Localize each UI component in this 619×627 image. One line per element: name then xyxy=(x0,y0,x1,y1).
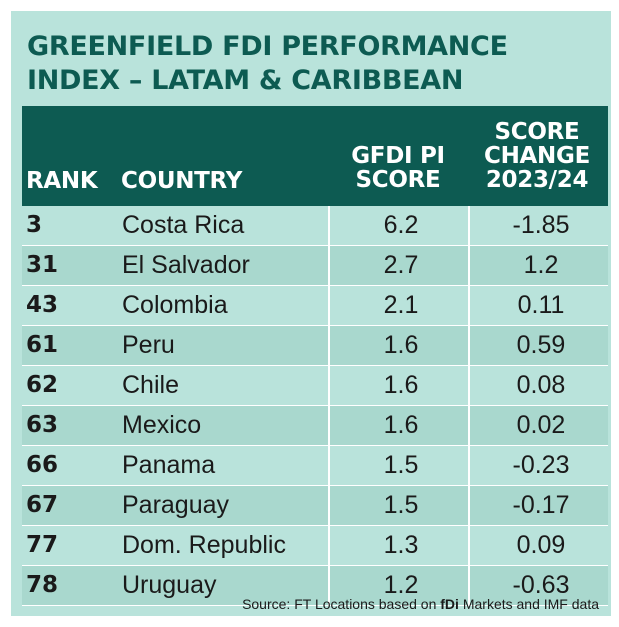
source-brand: fDi xyxy=(440,596,459,612)
country-cell: Costa Rica xyxy=(122,211,245,239)
header-change-line-2: CHANGE xyxy=(484,143,590,169)
rank-cell: 63 xyxy=(26,412,59,438)
source-prefix: Source: FT Locations based on xyxy=(242,596,441,612)
score-cell: 1.6 xyxy=(383,331,419,359)
country-cell: Mexico xyxy=(122,411,202,439)
table-row: 67 Paraguay 1.5 -0.17 xyxy=(22,486,608,526)
header-score: GFDI PI SCORE xyxy=(328,144,468,192)
rank-cell: 66 xyxy=(26,452,59,478)
country-cell: Colombia xyxy=(122,291,228,319)
rank-cell: 67 xyxy=(26,492,59,518)
score-cell: 1.6 xyxy=(383,411,419,439)
column-divider xyxy=(468,206,470,606)
country-cell: Uruguay xyxy=(122,571,217,599)
header-change-line-1: SCORE xyxy=(494,119,580,145)
change-cell: -0.17 xyxy=(512,491,570,519)
score-cell: 1.6 xyxy=(383,371,419,399)
rank-cell: 62 xyxy=(26,372,59,398)
header-score-line-2: SCORE xyxy=(355,167,441,193)
header-country: COUNTRY xyxy=(121,168,243,194)
country-cell: Panama xyxy=(122,451,216,479)
header-score-line-1: GFDI PI xyxy=(351,143,445,169)
table-row: 31 El Salvador 2.7 1.2 xyxy=(22,246,608,286)
score-cell: 6.2 xyxy=(383,211,419,239)
score-cell: 2.7 xyxy=(383,251,419,279)
change-cell: 0.09 xyxy=(516,531,566,559)
chart-title: GREENFIELD FDI PERFORMANCE INDEX – LATAM… xyxy=(27,30,508,98)
chart-title-line-1: GREENFIELD FDI PERFORMANCE xyxy=(27,31,508,62)
change-cell: 0.08 xyxy=(516,371,566,399)
table-row: 3 Costa Rica 6.2 -1.85 xyxy=(22,206,608,246)
country-cell: Dom. Republic xyxy=(122,531,286,559)
country-cell: El Salvador xyxy=(122,251,250,279)
table-row: 66 Panama 1.5 -0.23 xyxy=(22,446,608,486)
rank-cell: 78 xyxy=(26,572,59,598)
rank-cell: 61 xyxy=(26,332,59,358)
table-card: GREENFIELD FDI PERFORMANCE INDEX – LATAM… xyxy=(11,11,611,616)
rank-cell: 3 xyxy=(26,212,43,238)
country-cell: Peru xyxy=(122,331,175,359)
rank-cell: 77 xyxy=(26,532,59,558)
table-row: 63 Mexico 1.6 0.02 xyxy=(22,406,608,446)
change-cell: -1.85 xyxy=(512,211,570,239)
table-body: 3 Costa Rica 6.2 -1.85 31 El Salvador 2.7 1.2 43… xyxy=(22,206,608,606)
change-cell: 0.11 xyxy=(517,291,565,319)
header-change-line-3: 2023/24 xyxy=(485,167,589,193)
score-cell: 2.1 xyxy=(383,291,419,319)
rank-cell: 31 xyxy=(26,252,59,278)
change-cell: 1.2 xyxy=(523,251,559,279)
change-cell: 0.59 xyxy=(516,331,566,359)
chart-title-line-2: INDEX – LATAM & CARIBBEAN xyxy=(27,65,464,96)
source-suffix: Markets and IMF data xyxy=(458,596,599,612)
change-cell: -0.23 xyxy=(512,451,570,479)
column-divider xyxy=(328,206,330,606)
change-cell: -0.63 xyxy=(512,571,570,599)
table-row: 62 Chile 1.6 0.08 xyxy=(22,366,608,406)
score-cell: 1.2 xyxy=(383,571,419,599)
rank-cell: 43 xyxy=(26,292,59,318)
table-row: 43 Colombia 2.1 0.11 xyxy=(22,286,608,326)
country-cell: Chile xyxy=(122,371,179,399)
country-cell: Paraguay xyxy=(122,491,230,519)
score-cell: 1.3 xyxy=(383,531,419,559)
table-header: RANK COUNTRY GFDI PI SCORE SCORE CHANGE … xyxy=(22,106,608,206)
fdi-table: RANK COUNTRY GFDI PI SCORE SCORE CHANGE … xyxy=(22,106,608,606)
change-cell: 0.02 xyxy=(516,411,566,439)
table-row: 61 Peru 1.6 0.59 xyxy=(22,326,608,366)
score-cell: 1.5 xyxy=(383,491,419,519)
header-change: SCORE CHANGE 2023/24 xyxy=(468,120,606,192)
table-row: 77 Dom. Republic 1.3 0.09 xyxy=(22,526,608,566)
source-note: Source: FT Locations based on fDi Market… xyxy=(242,596,599,612)
header-rank: RANK xyxy=(26,168,98,194)
table-row: 78 Uruguay 1.2 -0.63 xyxy=(22,566,608,606)
score-cell: 1.5 xyxy=(383,451,419,479)
